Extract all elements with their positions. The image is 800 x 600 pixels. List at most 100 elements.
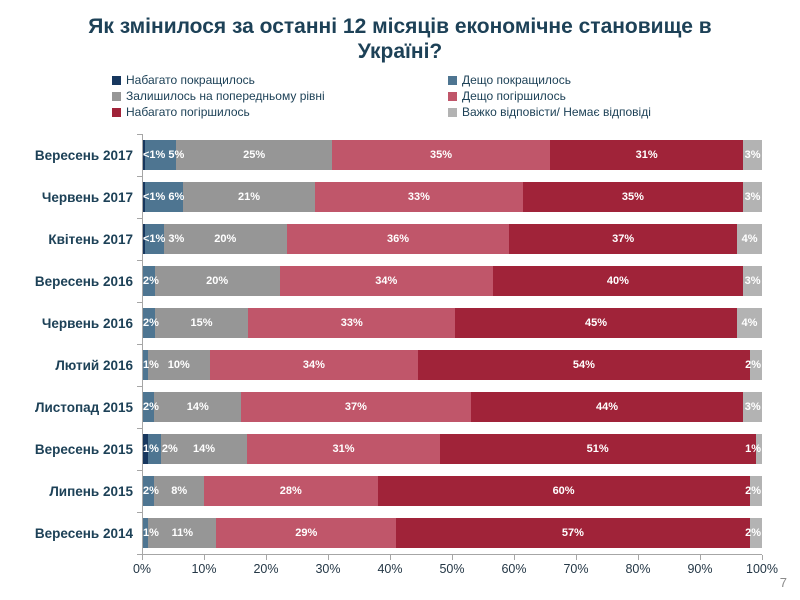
category-axis-tick [137, 344, 143, 345]
bar-value-label: 1% [143, 527, 159, 539]
bar-value-label: <1% [143, 233, 166, 245]
bar-segment: 21% [182, 182, 316, 212]
bar-segment: 3% [145, 224, 184, 254]
bar-segment: 44% [470, 392, 744, 422]
bar-value-label: 45% [585, 317, 608, 329]
bar-segment: 31% [550, 140, 744, 170]
bar-track: 2% 15% 33% 45% 4% [142, 308, 762, 338]
bar-value-label: 2% [143, 317, 159, 329]
category-label: Вересень 2015 [34, 441, 133, 457]
bar-value-label: 34% [302, 359, 325, 371]
bar-value-label: 4% [741, 317, 758, 329]
bar-segment: 33% [315, 182, 523, 212]
category-label: Вересень 2016 [34, 273, 133, 289]
value-axis-label: 70% [563, 562, 589, 576]
bar-segment: 2% [745, 476, 762, 506]
bar-segment: 25% [176, 140, 333, 170]
category-axis-tick [137, 302, 143, 303]
chart-row: Вересень 2015 1% 2% 14% 31% 51% 1% [0, 428, 800, 470]
bar-segment: 34% [209, 350, 419, 380]
value-axis-tick [576, 555, 577, 560]
bar-segment: 37% [241, 392, 471, 422]
category-label: Вересень 2017 [34, 147, 133, 163]
category-axis-tick [137, 554, 143, 555]
bar-segment: 1% [142, 518, 159, 548]
bar-value-label: 14% [186, 401, 209, 413]
category-label: Червень 2016 [41, 315, 133, 331]
bar-value-label: 2% [745, 527, 761, 539]
bar-value-label: 2% [143, 401, 159, 413]
value-axis-tick [638, 555, 639, 560]
bar-value-label: 40% [606, 275, 629, 287]
chart-row: Червень 2017 <1% 6% 21% 33% 35% 3% [0, 176, 800, 218]
chart-row: Квітень 2017 <1% 3% 20% 36% 37% 4% [0, 218, 800, 260]
bar-value-label: 6% [168, 191, 185, 203]
legend-item: Дещо погіршилось [448, 88, 784, 104]
bar-value-label: 3% [168, 233, 185, 245]
bar-segment: 3% [743, 266, 762, 296]
bar-value-label: 34% [375, 275, 398, 287]
bar-value-label: 57% [561, 527, 584, 539]
bar-value-label: 20% [206, 275, 229, 287]
bar-value-label: 1% [143, 443, 159, 455]
bar-segment: 33% [248, 308, 456, 338]
bar-segment: 14% [154, 392, 242, 422]
bar-segment: 54% [418, 350, 750, 380]
category-axis-tick [137, 218, 143, 219]
category-label: Квітень 2017 [48, 231, 133, 247]
bar-segment: 3% [743, 182, 762, 212]
bar-segment: 4% [737, 224, 762, 254]
bar-track: 1% 10% 34% 54% 2% [142, 350, 762, 380]
chart-row: Вересень 2014 1% 11% 29% 57% 2% [0, 512, 800, 554]
bar-value-label: 37% [612, 233, 635, 245]
category-label: Листопад 2015 [35, 399, 133, 415]
value-axis-tick [390, 555, 391, 560]
chart-row: Липень 2015 2% 8% 28% 60% 2% [0, 470, 800, 512]
bar-segment: 2% [142, 392, 159, 422]
chart-row: Лютий 2016 1% 10% 34% 54% 2% [0, 344, 800, 386]
bar-value-label: 3% [744, 149, 761, 161]
value-axis-tick [204, 555, 205, 560]
category-axis-tick [137, 176, 143, 177]
legend-item: Важко відповісти/ Немає відповіді [448, 104, 784, 120]
bar-segment: 29% [216, 518, 397, 548]
bar-track: <1% 3% 20% 36% 37% 4% [142, 224, 762, 254]
bar-value-label: 29% [295, 527, 318, 539]
value-axis-line [142, 554, 762, 555]
bar-value-label: 2% [745, 359, 761, 371]
bar-segment: 3% [743, 392, 762, 422]
legend-item: Набагато покращилось [112, 72, 448, 88]
category-label: Липень 2015 [49, 483, 133, 499]
bar-segment: 20% [154, 266, 280, 296]
bar-value-label: 25% [243, 149, 266, 161]
value-axis-label: 40% [377, 562, 403, 576]
bar-segment: 37% [509, 224, 738, 254]
bar-value-label: 31% [635, 149, 658, 161]
bar-value-label: 3% [744, 191, 761, 203]
bar-value-label: 2% [143, 275, 159, 287]
value-axis-tick [266, 555, 267, 560]
bar-value-label: 37% [344, 401, 367, 413]
value-axis-tick [142, 555, 143, 560]
bar-value-label: 1% [745, 443, 761, 455]
bar-value-label: 4% [741, 233, 758, 245]
bar-value-label: 8% [171, 485, 188, 497]
bar-value-label: <1% [143, 149, 166, 161]
chart-row: Вересень 2017 <1% 5% 25% 35% 31% 3% [0, 134, 800, 176]
bar-value-label: 11% [171, 527, 193, 539]
bar-segment: 2% [142, 308, 159, 338]
bar-track: <1% 6% 21% 33% 35% 3% [142, 182, 762, 212]
legend-swatch [448, 91, 457, 101]
bar-segment: 45% [455, 308, 737, 338]
legend-swatch [448, 107, 457, 117]
bar-value-label: 2% [161, 443, 178, 455]
category-axis-tick [137, 386, 143, 387]
bar-value-label: 5% [168, 149, 185, 161]
bar-track: 2% 14% 37% 44% 3% [142, 392, 762, 422]
value-axis-tick [328, 555, 329, 560]
category-axis-tick [137, 512, 143, 513]
bar-segment: <1% [142, 182, 165, 212]
chart-row: Вересень 2016 2% 20% 34% 40% 3% [0, 260, 800, 302]
bar-segment: 36% [286, 224, 510, 254]
bar-segment: 40% [492, 266, 744, 296]
